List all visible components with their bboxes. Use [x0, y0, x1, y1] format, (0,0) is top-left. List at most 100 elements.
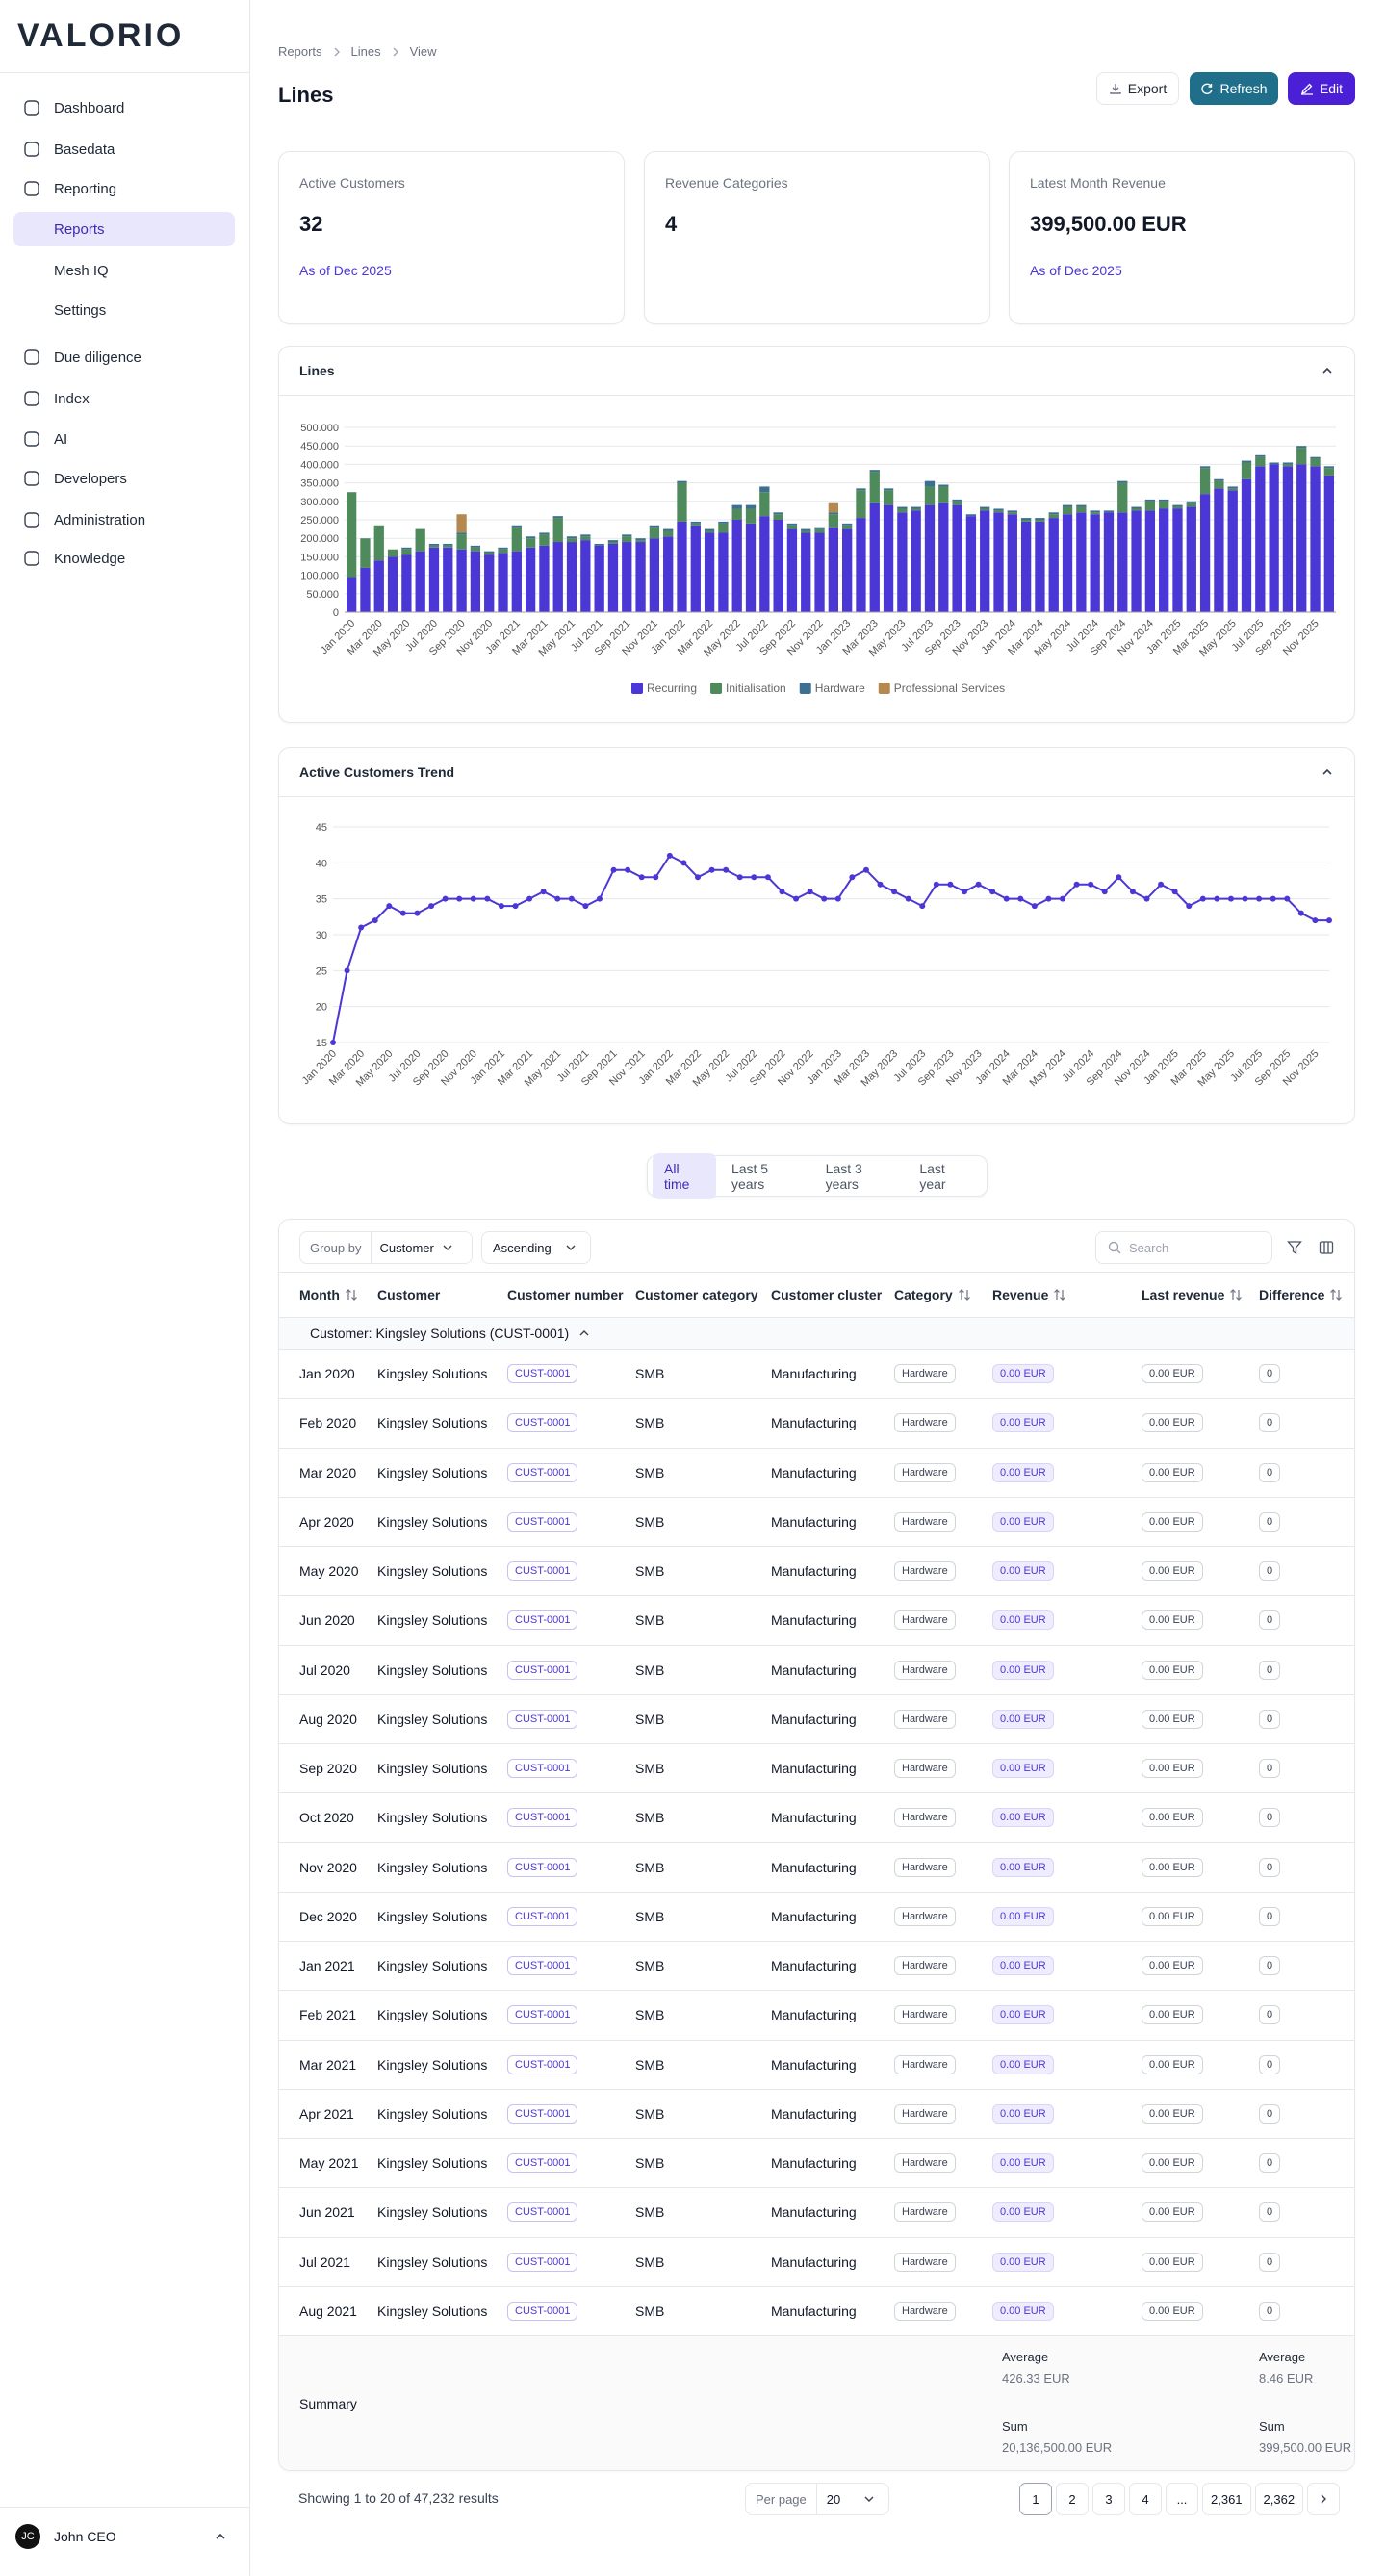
page-button[interactable]: 1 — [1019, 2483, 1052, 2515]
cell-text: SMB — [635, 2105, 665, 2122]
bar-segment — [1103, 512, 1115, 612]
nav-item[interactable]: Basedata — [13, 132, 235, 167]
bar-segment — [911, 506, 921, 509]
badge: 0.00 EUR — [992, 2252, 1054, 2272]
time-tab[interactable]: All time — [653, 1152, 716, 1199]
filter-icon[interactable] — [1287, 1240, 1302, 1255]
user-name[interactable]: John CEO — [54, 2529, 116, 2544]
bar-segment — [1020, 521, 1032, 612]
nav-item[interactable]: Administration — [13, 502, 235, 537]
bar-segment — [1214, 488, 1224, 612]
bar-segment — [387, 556, 398, 612]
cell-text: Jan 2020 — [299, 1366, 355, 1382]
table-cell: 0.00 EUR — [992, 2202, 1142, 2223]
per-page-select[interactable]: Per page 20 — [745, 2483, 889, 2515]
nav-item[interactable]: Due diligence — [13, 340, 235, 374]
search-input[interactable]: Search — [1095, 1231, 1272, 1264]
nav-item[interactable]: Settings — [13, 293, 235, 327]
badge: CUST-0001 — [507, 1462, 578, 1482]
collapse-icon[interactable] — [1321, 765, 1334, 779]
export-button[interactable]: Export — [1096, 72, 1179, 105]
refresh-button[interactable]: Refresh — [1190, 72, 1278, 105]
page-button[interactable]: 2 — [1056, 2483, 1089, 2515]
group-row[interactable]: Customer: Kingsley Solutions (CUST-0001) — [279, 1318, 1354, 1350]
badge: 0 — [1259, 1561, 1281, 1582]
nav-item[interactable]: Dashboard — [13, 90, 235, 125]
column-header[interactable]: Revenue — [992, 1287, 1142, 1302]
time-tab[interactable]: Last 3 years — [825, 1160, 862, 1192]
page-button[interactable]: 4 — [1129, 2483, 1162, 2515]
bar-segment — [869, 502, 880, 612]
page-button[interactable]: 2,361 — [1202, 2483, 1251, 2515]
nav-item[interactable]: Knowledge — [13, 541, 235, 576]
page-button[interactable]: ... — [1166, 2483, 1198, 2515]
bar-segment — [1103, 510, 1115, 513]
columns-icon[interactable] — [1319, 1240, 1334, 1255]
card-header[interactable]: Active Customers Trend — [279, 748, 1354, 797]
y-tick-label: 500.000 — [300, 423, 339, 434]
bar-segment — [814, 532, 825, 612]
page-button[interactable]: 3 — [1092, 2483, 1125, 2515]
time-tab[interactable]: Last year — [919, 1160, 946, 1192]
icon-shape — [24, 100, 39, 116]
nav-item[interactable]: Developers — [13, 461, 235, 496]
bar-segment — [1199, 466, 1211, 469]
next-button[interactable] — [1307, 2483, 1341, 2515]
breadcrumb-item[interactable]: Lines — [350, 44, 381, 59]
column-header[interactable]: Month — [299, 1287, 377, 1302]
table-cell: 0.00 EUR — [1142, 1462, 1259, 1482]
table-cell: 0.00 EUR — [992, 2153, 1142, 2174]
table-cell: 0 — [1259, 1759, 1354, 1779]
bar-segment — [718, 532, 729, 612]
table-cell: Apr 2020 — [299, 1514, 377, 1530]
bar-segment — [732, 504, 742, 509]
cell-text: SMB — [635, 1563, 665, 1580]
nav-item[interactable]: Index — [13, 381, 235, 416]
nav-item[interactable]: AI — [13, 422, 235, 456]
table-cell: 0 — [1259, 2153, 1354, 2174]
nav-item[interactable]: Reports — [13, 212, 235, 246]
badge: CUST-0001 — [507, 1956, 578, 1976]
bar-segment — [594, 543, 604, 546]
chevron-icon[interactable] — [214, 2530, 227, 2543]
edit-button[interactable]: Edit — [1288, 72, 1355, 105]
table-cell: 0.00 EUR — [1142, 2202, 1259, 2223]
card-header[interactable]: Lines — [279, 347, 1354, 396]
point — [1031, 903, 1038, 910]
breadcrumb-item[interactable]: Reports — [278, 44, 322, 59]
point — [877, 881, 884, 888]
table-cell: 0.00 EUR — [992, 1561, 1142, 1582]
cell-text: Manufacturing — [771, 2254, 857, 2270]
avatar[interactable]: JC — [15, 2524, 40, 2549]
cell-text: Apr 2020 — [299, 1513, 354, 1530]
bar-segment — [842, 528, 853, 612]
group-by-select[interactable]: Group by Customer — [299, 1231, 473, 1264]
collapse-icon[interactable] — [1321, 364, 1334, 377]
bar-segment — [1159, 499, 1169, 502]
cell-text: SMB — [635, 1415, 665, 1431]
column-header[interactable]: Category — [894, 1287, 992, 1302]
point — [751, 874, 757, 881]
bar-segment — [938, 502, 949, 612]
table-cell: 0 — [1259, 1364, 1354, 1384]
point — [1270, 895, 1276, 902]
bar-segment — [663, 528, 674, 531]
nav-item[interactable]: Mesh IQ — [13, 253, 235, 288]
badge: 0.00 EUR — [992, 1709, 1054, 1729]
column-header[interactable]: Last revenue — [1142, 1287, 1259, 1302]
badge: 0.00 EUR — [1142, 1956, 1203, 1976]
bar-segment — [1227, 486, 1238, 489]
column-header[interactable]: Difference — [1259, 1287, 1354, 1302]
cell-text: Kingsley Solutions — [377, 1761, 488, 1777]
bar-segment — [443, 545, 453, 548]
breadcrumb-item[interactable]: View — [409, 44, 437, 59]
table-cell: Manufacturing — [771, 2155, 894, 2171]
bar-segment — [911, 508, 921, 511]
table-cell: 0.00 EUR — [992, 1956, 1142, 1976]
nav-item[interactable]: Reporting — [13, 171, 235, 206]
time-tab[interactable]: Last 5 years — [731, 1160, 769, 1192]
bar-segment — [690, 525, 701, 612]
page-button[interactable]: 2,362 — [1254, 2483, 1304, 2515]
bar-segment — [594, 545, 604, 612]
order-select[interactable]: Ascending — [481, 1231, 591, 1264]
